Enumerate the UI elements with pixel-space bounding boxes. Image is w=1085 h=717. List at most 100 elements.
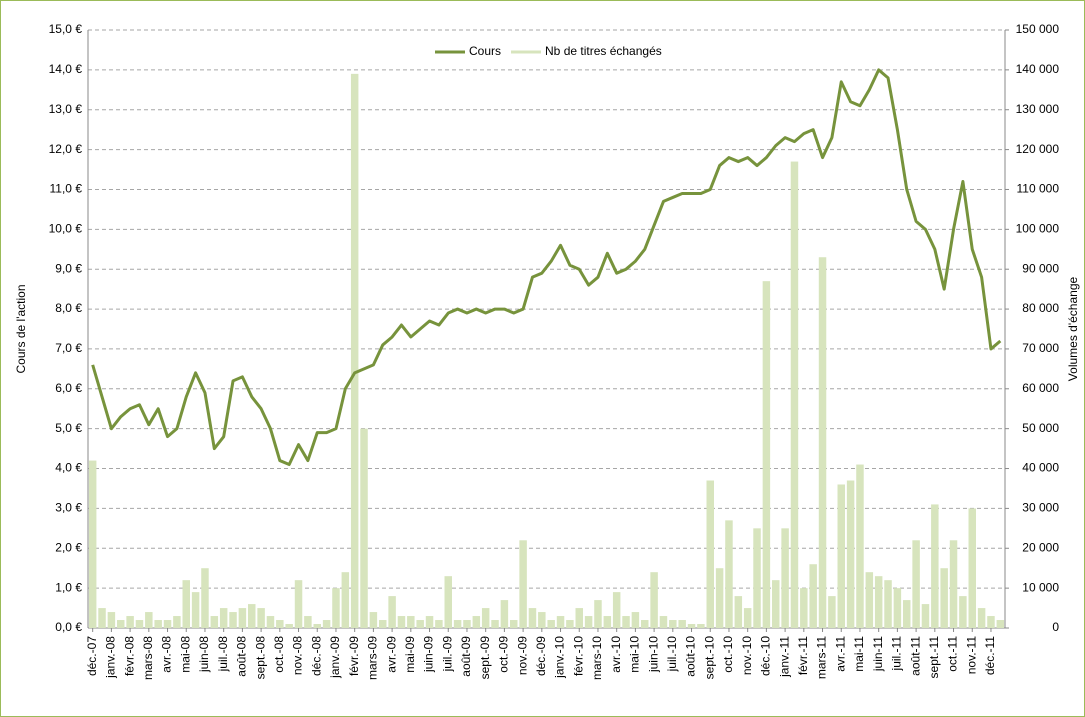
- x-tick-label: juil.-09: [440, 636, 454, 673]
- volume-bar: [566, 620, 574, 628]
- x-tick-label: août-09: [459, 636, 473, 677]
- volume-bar: [715, 568, 724, 628]
- volume-bar: [977, 608, 986, 628]
- y-tick-label: 6,0 €: [55, 381, 82, 395]
- volume-bar: [706, 480, 714, 628]
- volume-bar: [107, 612, 116, 628]
- volume-bar: [837, 484, 845, 628]
- volume-bar: [201, 568, 209, 628]
- x-tick-label: mars-11: [815, 636, 829, 679]
- volume-bar: [612, 592, 621, 628]
- x-tick-label: avr.-11: [833, 636, 847, 672]
- x-tick-label: sept.-08: [253, 636, 267, 680]
- volume-bar: [173, 616, 181, 628]
- y2-tick-label: 150 000: [1016, 22, 1060, 36]
- volume-bar: [800, 588, 808, 628]
- volume-bar: [313, 624, 321, 628]
- volume-bar: [584, 616, 593, 628]
- x-tick-label: nov.-09: [515, 636, 529, 675]
- volume-bar: [117, 620, 125, 628]
- volume-bar: [856, 464, 864, 628]
- y2-tick-label: 40 000: [1022, 461, 1059, 475]
- volume-bar: [762, 281, 771, 628]
- volume-bar: [210, 616, 219, 628]
- volume-bar: [828, 596, 836, 628]
- x-tick-label: mars-10: [590, 636, 604, 680]
- x-tick-label: janv.-11: [777, 636, 791, 678]
- x-tick-label: août-10: [684, 636, 698, 677]
- volume-bar: [463, 620, 471, 628]
- volume-bar: [163, 620, 172, 628]
- volume-bar: [996, 620, 1005, 628]
- x-tick-label: sept.-10: [702, 636, 716, 680]
- x-tick-label: sept.-11: [927, 636, 941, 679]
- volume-bar: [884, 580, 892, 628]
- volume-bar: [772, 580, 780, 628]
- x-tick-label: oct.-08: [272, 636, 286, 673]
- volume-bar: [931, 504, 939, 628]
- volume-bar: [949, 540, 958, 628]
- volume-bar: [687, 624, 696, 628]
- x-tick-label: août-11: [908, 636, 922, 676]
- volume-bar: [641, 620, 649, 628]
- y-tick-label: 15,0 €: [49, 22, 83, 36]
- x-tick-label: sept.-09: [478, 636, 492, 680]
- volume-bar: [903, 600, 911, 628]
- y2-tick-label: 0: [1052, 620, 1059, 634]
- volume-bar: [818, 257, 827, 628]
- volume-bar: [257, 608, 265, 628]
- y-tick-label: 3,0 €: [55, 501, 82, 515]
- volume-bar: [753, 528, 761, 628]
- x-tick-label: mai-09: [403, 636, 417, 673]
- volume-bar: [360, 428, 368, 628]
- volume-bar: [238, 608, 247, 628]
- y2-tick-label: 140 000: [1016, 62, 1060, 76]
- volume-bar: [425, 616, 434, 628]
- y2-tick-label: 100 000: [1016, 222, 1060, 236]
- volume-bar: [191, 592, 200, 628]
- x-tick-label: oct.-09: [497, 636, 511, 673]
- volume-bar: [865, 572, 874, 628]
- volume-bar: [294, 580, 303, 628]
- y2-axis-label: Volumes d'échange: [1066, 276, 1080, 381]
- volume-bar: [322, 620, 331, 628]
- x-tick-label: févr.-11: [796, 636, 810, 675]
- volume-bar: [734, 596, 743, 628]
- y2-tick-label: 130 000: [1016, 102, 1060, 116]
- x-tick-label: nov.-11: [964, 636, 978, 675]
- volume-bar: [435, 620, 443, 628]
- volume-bar: [790, 161, 799, 628]
- volume-bar: [631, 612, 640, 628]
- x-tick-label: janv.-08: [104, 636, 118, 679]
- price-line: [91, 68, 1002, 467]
- x-tick-label: nov.-10: [740, 636, 754, 675]
- y-tick-label: 7,0 €: [55, 341, 82, 355]
- y2-tick-label: 70 000: [1022, 341, 1059, 355]
- y2-tick-label: 50 000: [1022, 421, 1059, 435]
- volume-bar: [556, 616, 565, 628]
- volume-bar: [341, 572, 350, 628]
- x-tick-label: juin-10: [646, 636, 660, 673]
- volume-bar: [444, 576, 452, 628]
- x-tick-label: juil.-08: [216, 636, 230, 673]
- y2-tick-label: 110 000: [1017, 182, 1060, 196]
- x-tick-label: mai-11: [852, 636, 866, 672]
- y-tick-label: 12,0 €: [49, 142, 83, 156]
- volume-bar: [332, 588, 340, 628]
- volume-bar: [603, 616, 612, 628]
- x-tick-label: févr.-10: [571, 636, 585, 676]
- volume-bar: [276, 620, 284, 628]
- volume-bar: [725, 520, 733, 628]
- x-tick-label: déc.-09: [534, 636, 548, 676]
- volume-bar: [650, 572, 658, 628]
- x-tick-label: nov.-08: [291, 636, 305, 675]
- volume-bar: [594, 600, 602, 628]
- volume-bar: [519, 540, 527, 628]
- volume-bar: [219, 608, 228, 628]
- volume-bar: [472, 616, 481, 628]
- volume-bar: [987, 616, 995, 628]
- y2-tick-label: 10 000: [1022, 580, 1059, 594]
- volume-bar: [154, 620, 162, 628]
- x-tick-label: juin-09: [422, 636, 436, 673]
- x-tick-label: févr.-08: [122, 636, 136, 676]
